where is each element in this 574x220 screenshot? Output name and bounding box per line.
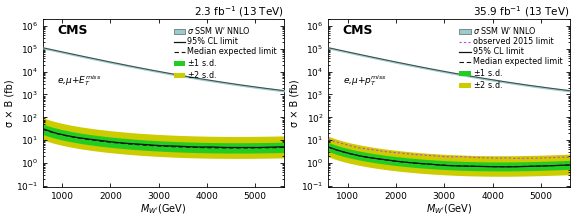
- X-axis label: $M_{W'}$(GeV): $M_{W'}$(GeV): [426, 202, 472, 216]
- Y-axis label: σ × B (fb): σ × B (fb): [4, 79, 14, 127]
- Text: e,μ+$p_T^{miss}$: e,μ+$p_T^{miss}$: [343, 73, 387, 88]
- Legend: $\sigma$ SSM W$^{\prime}$ NNLO, 95% CL limit, Median expected limit, $\pm$1 s.d.: $\sigma$ SSM W$^{\prime}$ NNLO, 95% CL l…: [173, 25, 278, 81]
- Text: CMS: CMS: [343, 24, 373, 37]
- Text: 2.3 fb$^{-1}$ (13 TeV): 2.3 fb$^{-1}$ (13 TeV): [195, 4, 284, 19]
- Y-axis label: σ × B (fb): σ × B (fb): [290, 79, 300, 127]
- X-axis label: $M_{W'}$(GeV): $M_{W'}$(GeV): [140, 202, 187, 216]
- Legend: $\sigma$ SSM W$^{\prime}$ NNLO, observed 2015 limit, 95% CL limit, Median expect: $\sigma$ SSM W$^{\prime}$ NNLO, observed…: [459, 25, 564, 91]
- Text: e,μ+$E_T^{miss}$: e,μ+$E_T^{miss}$: [57, 73, 102, 88]
- Text: CMS: CMS: [57, 24, 88, 37]
- Text: 35.9 fb$^{-1}$ (13 TeV): 35.9 fb$^{-1}$ (13 TeV): [474, 4, 570, 19]
